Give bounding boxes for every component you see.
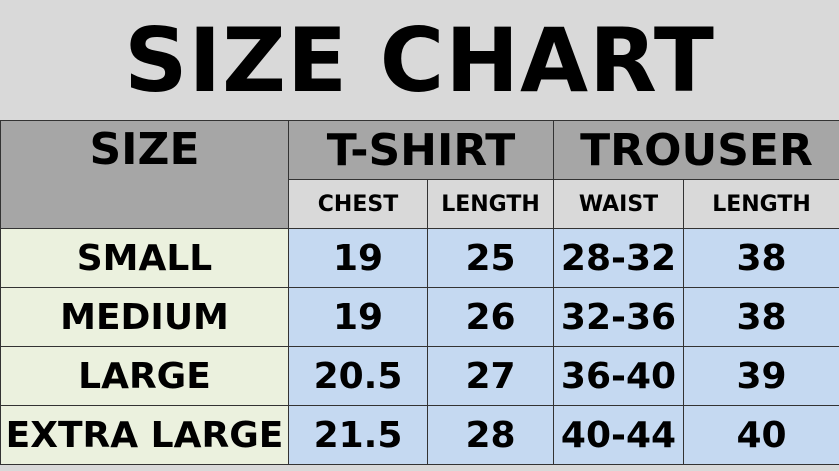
table-row: LARGE 20.5 27 36-40 39 [0, 346, 839, 406]
header-size: SIZE [0, 120, 289, 229]
chest-value: 19 [288, 228, 428, 288]
subheader-row: CHEST LENGTH WAIST LENGTH [1, 179, 839, 229]
tshirt-length-value: 28 [427, 405, 554, 465]
table-row: SMALL 19 25 28-32 38 [0, 228, 839, 288]
size-label: LARGE [0, 346, 289, 406]
table-row: EXTRA LARGE 21.5 28 40-44 40 [0, 405, 839, 465]
subheader-waist: WAIST [553, 179, 684, 229]
tshirt-length-value: 27 [427, 346, 554, 406]
trouser-length-value: 39 [683, 346, 839, 406]
waist-value: 32-36 [553, 287, 684, 347]
trouser-length-value: 38 [683, 287, 839, 347]
waist-value: 40-44 [553, 405, 684, 465]
tshirt-length-value: 25 [427, 228, 554, 288]
subheader-tshirt-length: LENGTH [427, 179, 554, 229]
subheader-chest: CHEST [288, 179, 428, 229]
chest-value: 21.5 [288, 405, 428, 465]
trouser-length-value: 38 [683, 228, 839, 288]
table-row: MEDIUM 19 26 32-36 38 [0, 287, 839, 347]
chest-value: 20.5 [288, 346, 428, 406]
trouser-length-value: 40 [683, 405, 839, 465]
size-label: MEDIUM [0, 287, 289, 347]
header-trouser: TROUSER [553, 120, 839, 180]
waist-value: 28-32 [553, 228, 684, 288]
waist-value: 36-40 [553, 346, 684, 406]
header-tshirt: T-SHIRT [288, 120, 554, 180]
size-label: EXTRA LARGE [0, 405, 289, 465]
size-label: SMALL [0, 228, 289, 288]
header-row: SIZE T-SHIRT TROUSER [0, 120, 839, 229]
tshirt-length-value: 26 [427, 287, 554, 347]
chest-value: 19 [288, 287, 428, 347]
page-title: SIZE CHART [0, 0, 839, 120]
size-chart-table: SIZE T-SHIRT TROUSER CHEST LENGTH WAIST … [0, 120, 839, 465]
subheader-trouser-length: LENGTH [683, 179, 839, 229]
